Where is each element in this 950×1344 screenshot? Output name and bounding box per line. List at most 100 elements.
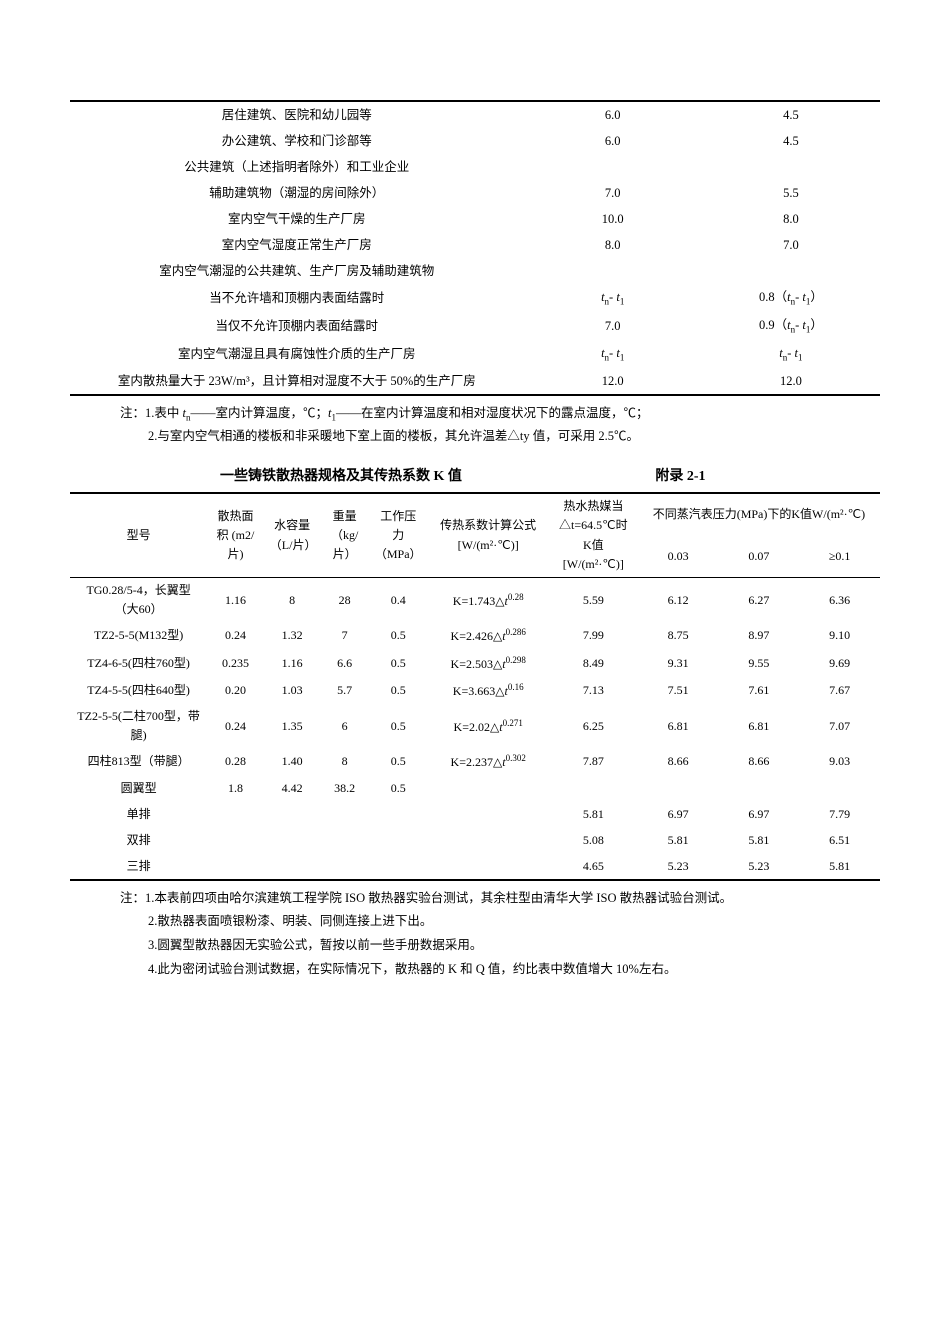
table2-cell: [264, 828, 321, 854]
table1-desc: 室内空气干燥的生产厂房: [70, 206, 524, 232]
table1-cell: tn- t1: [524, 340, 702, 368]
hdr-area: 散热面积 (m2/片): [207, 493, 264, 577]
table1-cell: 6.0: [524, 101, 702, 128]
table2-cell: 5.23: [638, 854, 719, 880]
table2-cell: 0.5: [369, 622, 428, 649]
table2-cell: 8: [320, 748, 369, 775]
table2-cell: 7.13: [549, 677, 638, 704]
table2-cell: 6.81: [719, 704, 800, 748]
note2-1: 注：1.本表前四项由哈尔滨建筑工程学院 ISO 散热器实验台测试，其余柱型由清华…: [120, 887, 880, 911]
table1-desc: 居住建筑、医院和幼儿园等: [70, 101, 524, 128]
table2-cell: 28: [320, 578, 369, 623]
title2-right: 附录 2-1: [655, 466, 705, 488]
table2-cell: 5.81: [638, 828, 719, 854]
table2-cell: 5.7: [320, 677, 369, 704]
table2-cell: 5.08: [549, 828, 638, 854]
table2-cell: 4.65: [549, 854, 638, 880]
table2-cell: K=2.237△t0.302: [428, 748, 549, 775]
table2-cell: 7.67: [799, 677, 880, 704]
table1-cell: 12.0: [702, 368, 880, 395]
table2-cell: 9.31: [638, 650, 719, 677]
table2-cell: [320, 828, 369, 854]
table2-cell: 四柱813型（带腿）: [70, 748, 207, 775]
table2-cell: 0.235: [207, 650, 264, 677]
table2-cell: [264, 802, 321, 828]
table2-cell: 6.12: [638, 578, 719, 623]
table2-cell: 1.8: [207, 776, 264, 802]
table1-cell: [702, 154, 880, 180]
table1-cell: 4.5: [702, 101, 880, 128]
table1-desc: 室内空气湿度正常生产厂房: [70, 232, 524, 258]
table2-cell: 6.97: [719, 802, 800, 828]
table1-desc: 辅助建筑物（潮湿的房间除外）: [70, 180, 524, 206]
table2-cell: TZ4-5-5(四柱640型): [70, 677, 207, 704]
table2-cell: [369, 854, 428, 880]
table1-cell: 8.0: [524, 232, 702, 258]
hdr-weight: 重量（kg/片）: [320, 493, 369, 577]
table1-cell: 7.0: [702, 232, 880, 258]
table2-cell: K=2.503△t0.298: [428, 650, 549, 677]
table1-cell: 10.0: [524, 206, 702, 232]
table2-cell: 6.81: [638, 704, 719, 748]
table2-cell: 8: [264, 578, 321, 623]
table2-cell: 4.42: [264, 776, 321, 802]
table2-cell: 0.5: [369, 748, 428, 775]
hdr-water: 水容量（L/片）: [264, 493, 321, 577]
table2-cell: 5.81: [799, 854, 880, 880]
table2-cell: TZ4-6-5(四柱760型): [70, 650, 207, 677]
table2-cell: [320, 854, 369, 880]
table2-cell: K=3.663△t0.16: [428, 677, 549, 704]
table2-cell: 双排: [70, 828, 207, 854]
note1-line1: 注：1.表中 tn——室内计算温度，℃；t1——在室内计算温度和相对湿度状况下的…: [120, 402, 880, 426]
table2-cell: 6.27: [719, 578, 800, 623]
table2-cell: 单排: [70, 802, 207, 828]
table2-cell: 6.97: [638, 802, 719, 828]
table1-cell: [702, 258, 880, 284]
hdr-p003: 0.03: [638, 536, 719, 578]
table1-desc: 当仅不允许顶棚内表面结露时: [70, 312, 524, 340]
table2-cell: [719, 776, 800, 802]
table2-cell: 1.16: [207, 578, 264, 623]
table2-cell: 8.97: [719, 622, 800, 649]
hdr-p01: ≥0.1: [799, 536, 880, 578]
table2-cell: K=2.426△t0.286: [428, 622, 549, 649]
table2-cell: 1.16: [264, 650, 321, 677]
note2-4: 4.此为密闭试验台测试数据，在实际情况下，散热器的 K 和 Q 值，约比表中数值…: [148, 958, 880, 982]
table2-cell: 6.51: [799, 828, 880, 854]
table2-cell: 0.24: [207, 622, 264, 649]
table2-cell: 6.36: [799, 578, 880, 623]
table2-cell: K=2.02△t0.271: [428, 704, 549, 748]
table2-cell: 9.55: [719, 650, 800, 677]
table2-cell: 38.2: [320, 776, 369, 802]
table2-cell: [207, 802, 264, 828]
table2-cell: [369, 828, 428, 854]
table2-cell: [549, 776, 638, 802]
table2-cell: 5.23: [719, 854, 800, 880]
table2-cell: 7: [320, 622, 369, 649]
table1-desc: 当不允许墙和顶棚内表面结露时: [70, 284, 524, 312]
table2-cell: 8.66: [719, 748, 800, 775]
table1-cell: 5.5: [702, 180, 880, 206]
table2-cell: 三排: [70, 854, 207, 880]
table1-cell: [524, 258, 702, 284]
table2-cell: [207, 854, 264, 880]
table2-cell: 9.03: [799, 748, 880, 775]
table2-cell: [638, 776, 719, 802]
table1-cell: 0.9（tn- t1）: [702, 312, 880, 340]
table1-desc: 室内空气潮湿的公共建筑、生产厂房及辅助建筑物: [70, 258, 524, 284]
table1-cell: 12.0: [524, 368, 702, 395]
table1-cell: [524, 154, 702, 180]
note2-3: 3.圆翼型散热器因无实验公式，暂按以前一些手册数据采用。: [148, 934, 880, 958]
table2-cell: 7.79: [799, 802, 880, 828]
table2-cell: TZ2-5-5(二柱700型，带腿): [70, 704, 207, 748]
table2-cell: [369, 802, 428, 828]
table2-cell: 9.69: [799, 650, 880, 677]
table2-notes: 注：1.本表前四项由哈尔滨建筑工程学院 ISO 散热器实验台测试，其余柱型由清华…: [120, 887, 880, 982]
table2-cell: 7.99: [549, 622, 638, 649]
table2-cell: TZ2-5-5(M132型): [70, 622, 207, 649]
table2-cell: [264, 854, 321, 880]
table2-cell: [320, 802, 369, 828]
table2-cell: [799, 776, 880, 802]
radiator-spec-table: 型号 散热面积 (m2/片) 水容量（L/片） 重量（kg/片） 工作压力（MP…: [70, 492, 880, 880]
table2-cell: 7.61: [719, 677, 800, 704]
